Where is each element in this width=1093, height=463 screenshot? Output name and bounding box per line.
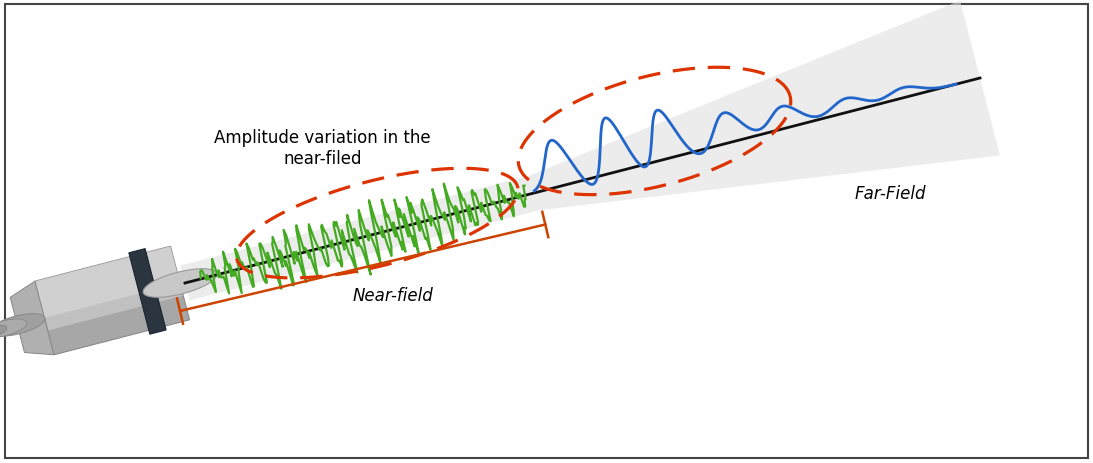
Ellipse shape — [0, 319, 27, 338]
Polygon shape — [180, 1, 1000, 301]
Text: Far-Field: Far-Field — [855, 185, 927, 202]
Polygon shape — [35, 247, 189, 355]
Polygon shape — [10, 282, 54, 355]
Polygon shape — [35, 247, 180, 318]
Text: Near-field: Near-field — [352, 286, 433, 304]
Circle shape — [0, 326, 2, 335]
Polygon shape — [48, 296, 189, 355]
Ellipse shape — [143, 269, 216, 298]
FancyBboxPatch shape — [5, 5, 1088, 458]
Ellipse shape — [0, 325, 7, 334]
Text: Amplitude variation in the
near-filed: Amplitude variation in the near-filed — [214, 129, 431, 168]
Polygon shape — [129, 249, 166, 334]
Ellipse shape — [0, 314, 45, 337]
